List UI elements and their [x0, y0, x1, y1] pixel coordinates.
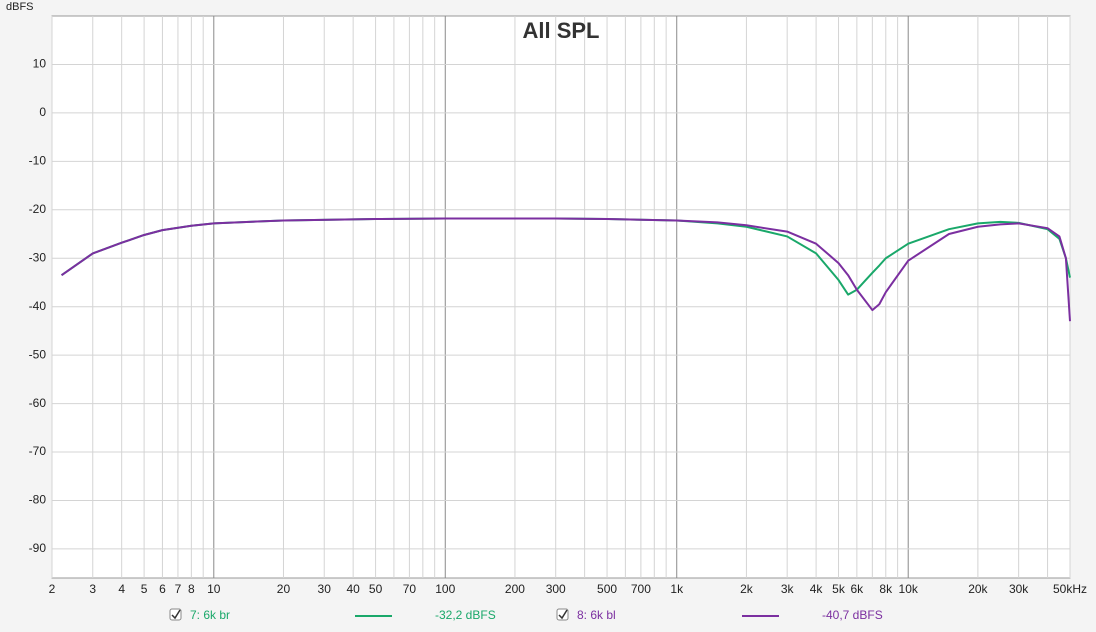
- x-tick-label: 3: [89, 582, 96, 596]
- x-tick-label: 40: [346, 582, 360, 596]
- x-tick-label: 3k: [781, 582, 795, 596]
- x-tick-label: 10k: [899, 582, 919, 596]
- checkmark: [558, 609, 568, 620]
- x-tick-label: 7: [175, 582, 182, 596]
- x-tick-label: 50kHz: [1053, 582, 1087, 596]
- checkmark: [171, 609, 181, 620]
- x-tick-label: 6: [159, 582, 166, 596]
- x-tick-label: 2: [49, 582, 56, 596]
- x-tick-label: 8: [188, 582, 195, 596]
- x-tick-label: 20: [277, 582, 291, 596]
- y-tick-label: -70: [29, 444, 47, 458]
- x-tick-label: 20k: [968, 582, 988, 596]
- x-tick-label: 50: [369, 582, 383, 596]
- x-tick-label: 200: [505, 582, 525, 596]
- x-tick-label: 2k: [740, 582, 754, 596]
- y-tick-label: -30: [29, 250, 47, 264]
- x-tick-label: 8k: [879, 582, 893, 596]
- x-tick-label: 5k: [832, 582, 846, 596]
- x-tick-label: 700: [631, 582, 651, 596]
- y-tick-label: 10: [33, 57, 47, 71]
- y-tick-label: -80: [29, 493, 47, 507]
- legend-label: 8: 6k bl: [577, 608, 616, 622]
- y-axis-label: dBFS: [6, 1, 34, 13]
- legend-readout: -40,7 dBFS: [822, 608, 883, 622]
- x-tick-label: 6k: [851, 582, 865, 596]
- x-tick-label: 30: [318, 582, 332, 596]
- x-tick-label: 4: [118, 582, 125, 596]
- x-tick-label: 30k: [1009, 582, 1029, 596]
- y-tick-label: -90: [29, 541, 47, 555]
- y-tick-label: 0: [39, 105, 46, 119]
- y-tick-label: -50: [29, 347, 47, 361]
- x-tick-label: 5: [141, 582, 148, 596]
- x-tick-label: 100: [435, 582, 455, 596]
- x-tick-label: 10: [207, 582, 221, 596]
- series-line: [61, 217, 1071, 322]
- chart-title: All SPL: [522, 18, 599, 43]
- y-tick-label: -60: [29, 396, 47, 410]
- y-tick-label: -40: [29, 299, 47, 313]
- y-tick-label: -20: [29, 202, 47, 216]
- x-tick-label: 70: [403, 582, 417, 596]
- x-tick-label: 1k: [670, 582, 684, 596]
- y-tick-label: -10: [29, 154, 47, 168]
- x-tick-label: 500: [597, 582, 617, 596]
- x-tick-label: 4k: [810, 582, 824, 596]
- legend-label: 7: 6k br: [190, 608, 230, 622]
- plot-area: [51, 15, 1071, 579]
- x-tick-label: 300: [546, 582, 566, 596]
- legend-readout: -32,2 dBFS: [435, 608, 496, 622]
